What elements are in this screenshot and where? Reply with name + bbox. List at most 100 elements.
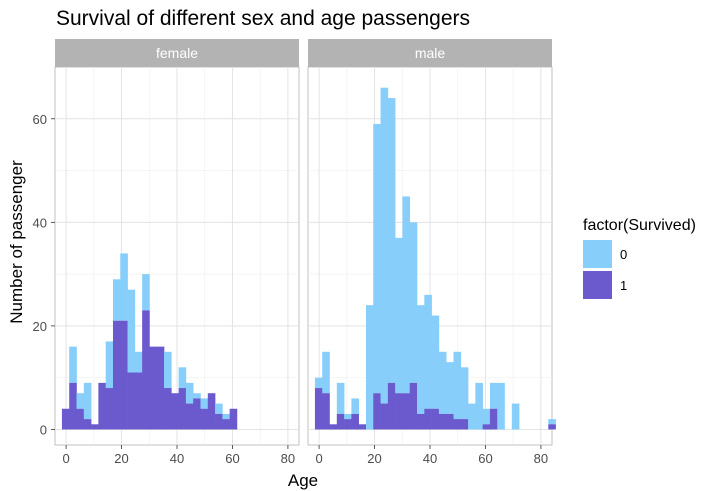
- bar-survived: [98, 382, 106, 430]
- legend-label-1: 1: [620, 278, 627, 293]
- y-axis-title: Number of passenger: [7, 160, 26, 324]
- y-tick-label: 0: [40, 422, 47, 437]
- bar-survived: [200, 408, 209, 430]
- bar-not-survived: [112, 279, 121, 321]
- bar-not-survived: [120, 253, 128, 321]
- bar-survived: [329, 424, 338, 430]
- bar-survived: [149, 346, 158, 430]
- facet-strip: [308, 39, 552, 67]
- x-tick-label: 20: [114, 451, 128, 466]
- bar-not-survived: [105, 341, 114, 389]
- bar-not-survived: [344, 413, 352, 420]
- bar-survived: [222, 419, 230, 430]
- facet-strip-label: male: [415, 45, 446, 61]
- legend-title: factor(Survived): [583, 217, 696, 234]
- bar-not-survived: [409, 222, 418, 383]
- bar-survived: [127, 372, 136, 430]
- bar-not-survived: [380, 87, 389, 404]
- bar-survived: [548, 424, 556, 430]
- x-tick-label: 40: [170, 451, 184, 466]
- bar-not-survived: [395, 237, 403, 394]
- bar-not-survived: [200, 398, 209, 409]
- bar-not-survived: [222, 413, 230, 420]
- bar-not-survived: [460, 367, 469, 420]
- bar-not-survived: [482, 408, 491, 425]
- bar-survived: [164, 388, 172, 430]
- bar-not-survived: [373, 123, 381, 394]
- bar-not-survived: [322, 351, 330, 394]
- bar-survived: [61, 408, 70, 430]
- bar-not-survived: [76, 393, 85, 409]
- bar-survived: [431, 408, 440, 430]
- y-tick-label: 40: [33, 215, 47, 230]
- bar-not-survived: [424, 294, 432, 409]
- bar-survived: [185, 403, 194, 430]
- x-axis-title: Age: [288, 471, 318, 490]
- x-tick-label: 0: [315, 451, 322, 466]
- facet-panel-female: female 0 20 40 60 80 0 20 40 60: [33, 39, 300, 466]
- bar-not-survived: [453, 351, 462, 420]
- x-tick-label: 80: [281, 451, 295, 466]
- bar-survived: [358, 424, 367, 430]
- bar-not-survived: [468, 403, 476, 430]
- bar-not-survived: [511, 403, 520, 430]
- bar-not-survived: [351, 398, 359, 414]
- bar-survived: [402, 393, 411, 430]
- bar-not-survived: [336, 382, 345, 414]
- bar-survived: [229, 408, 238, 430]
- bar-survived: [446, 413, 454, 430]
- bar-survived: [120, 320, 128, 430]
- bar-not-survived: [164, 351, 172, 389]
- x-tick-label: 60: [478, 451, 492, 466]
- bar-not-survived: [548, 419, 556, 425]
- chart-title: Survival of different sex and age passen…: [56, 7, 470, 30]
- x-tick-label: 80: [534, 451, 548, 466]
- facet-strip: [55, 39, 299, 67]
- bar-survived: [482, 424, 491, 430]
- bar-survived: [322, 393, 330, 430]
- legend-label-0: 0: [620, 247, 627, 262]
- bar-survived: [105, 388, 114, 430]
- x-tick-label: 40: [423, 451, 437, 466]
- facet-panels: female 0 20 40 60 80 0 20 40 60 male 0 20 40 60 80: [33, 39, 556, 466]
- bar-survived: [142, 310, 150, 430]
- bar-not-survived: [215, 403, 223, 414]
- bar-not-survived: [178, 367, 187, 389]
- bar-survived: [344, 419, 352, 430]
- y-tick-label: 60: [33, 112, 47, 127]
- bar-survived: [91, 424, 99, 430]
- bar-not-survived: [134, 351, 143, 373]
- facet-panel-male: male 0 20 40 60 80: [307, 39, 556, 466]
- bar-not-survived: [489, 382, 498, 409]
- bar-survived: [215, 413, 223, 430]
- bar-not-survived: [83, 382, 92, 420]
- bar-survived: [460, 419, 469, 430]
- bar-survived: [336, 413, 345, 430]
- y-tick-label: 20: [33, 319, 47, 334]
- bar-survived: [373, 393, 381, 430]
- bar-survived: [171, 393, 179, 430]
- bar-survived: [314, 388, 323, 430]
- bar-not-survived: [314, 377, 323, 389]
- bar-survived: [351, 413, 359, 430]
- bar-not-survived: [402, 196, 411, 394]
- x-tick-label: 0: [62, 451, 69, 466]
- legend: factor(Survived) 0 1: [583, 217, 696, 299]
- bar-survived: [387, 382, 396, 430]
- bar-survived: [69, 382, 77, 430]
- bar-survived: [453, 419, 462, 430]
- bar-not-survived: [185, 382, 194, 404]
- bar-survived: [207, 393, 216, 430]
- facet-strip-label: female: [156, 45, 198, 61]
- bar-not-survived: [142, 274, 150, 311]
- bar-survived: [178, 388, 187, 430]
- bar-not-survived: [446, 362, 454, 414]
- bar-not-survived: [475, 382, 483, 430]
- legend-swatch-1: [583, 271, 612, 299]
- bar-not-survived: [365, 305, 374, 430]
- bar-not-survived: [497, 382, 505, 430]
- bar-not-survived: [438, 351, 447, 414]
- bar-not-survived: [431, 315, 440, 409]
- bar-survived: [409, 382, 418, 430]
